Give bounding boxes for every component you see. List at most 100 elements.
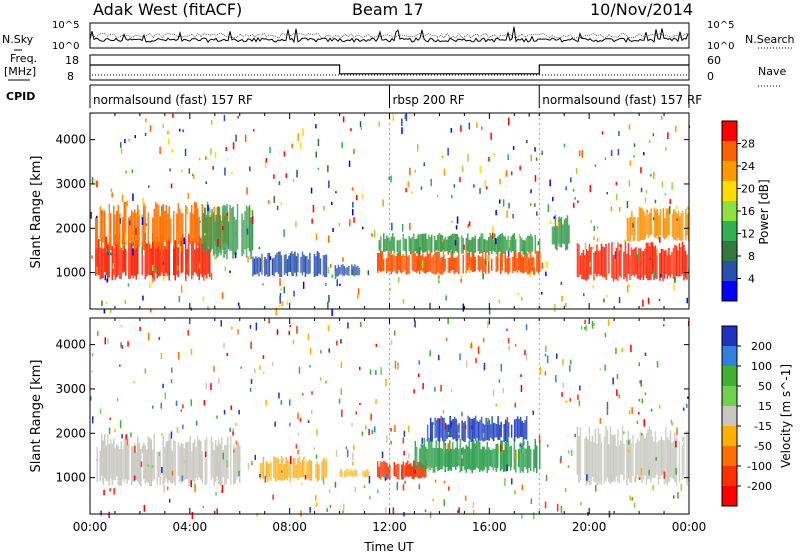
scatter-echo bbox=[389, 288, 391, 291]
data-streak bbox=[279, 464, 281, 481]
scatter-echo bbox=[669, 199, 671, 204]
data-streak bbox=[437, 418, 439, 442]
scatter-echo bbox=[402, 299, 405, 304]
data-streak bbox=[579, 255, 582, 275]
scatter-echo bbox=[544, 353, 547, 357]
data-streak bbox=[528, 445, 530, 468]
data-streak bbox=[223, 205, 225, 258]
scatter-echo bbox=[458, 507, 460, 514]
scatter-echo bbox=[259, 474, 261, 478]
data-streak bbox=[365, 470, 367, 478]
scatter-echo bbox=[584, 327, 586, 330]
data-streak bbox=[494, 423, 496, 438]
data-streak bbox=[237, 442, 239, 477]
data-streak bbox=[408, 255, 410, 274]
colorbar-swatch bbox=[722, 201, 737, 222]
data-streak bbox=[447, 424, 450, 438]
nave-tick-bottom: 0 bbox=[707, 70, 714, 83]
data-streak bbox=[345, 268, 347, 275]
data-streak bbox=[501, 440, 503, 470]
data-streak bbox=[638, 248, 640, 280]
data-streak bbox=[119, 234, 121, 279]
scatter-echo bbox=[125, 434, 127, 440]
scatter-echo bbox=[237, 116, 239, 119]
data-streak bbox=[623, 443, 625, 480]
data-streak bbox=[464, 421, 466, 442]
data-streak bbox=[516, 258, 518, 273]
scatter-echo bbox=[336, 279, 338, 287]
data-streak bbox=[192, 213, 194, 243]
data-streak bbox=[153, 240, 155, 282]
data-streak bbox=[197, 208, 199, 246]
data-streak bbox=[384, 461, 386, 480]
data-streak bbox=[489, 233, 491, 251]
data-streak bbox=[101, 210, 103, 250]
data-streak bbox=[680, 247, 682, 277]
scatter-echo bbox=[464, 495, 467, 501]
scatter-echo bbox=[418, 360, 420, 365]
data-streak bbox=[131, 242, 133, 276]
data-streak bbox=[489, 449, 491, 467]
scatter-echo bbox=[596, 226, 599, 229]
data-streak bbox=[653, 207, 656, 238]
scatter-echo bbox=[499, 236, 501, 244]
scatter-echo bbox=[525, 353, 528, 361]
scatter-echo bbox=[630, 344, 632, 353]
data-streak bbox=[636, 254, 639, 279]
scatter-echo bbox=[537, 241, 540, 246]
data-streak bbox=[301, 459, 304, 478]
scatter-echo bbox=[610, 206, 613, 212]
scatter-echo bbox=[614, 251, 617, 259]
data-streak bbox=[444, 442, 446, 473]
scatter-echo bbox=[205, 181, 207, 184]
data-streak bbox=[471, 237, 473, 253]
scatter-echo bbox=[520, 385, 523, 392]
scatter-echo bbox=[686, 268, 689, 275]
scatter-echo bbox=[99, 408, 102, 414]
data-streak bbox=[230, 208, 233, 251]
data-streak bbox=[368, 471, 370, 477]
scatter-echo bbox=[488, 449, 490, 455]
scatter-echo bbox=[170, 183, 173, 189]
data-streak bbox=[465, 238, 467, 251]
scatter-echo bbox=[110, 188, 113, 192]
scatter-echo bbox=[244, 134, 247, 142]
data-streak bbox=[245, 205, 248, 258]
scatter-echo bbox=[492, 389, 495, 396]
colorbar-swatch bbox=[722, 161, 737, 182]
colorbar-swatch bbox=[722, 181, 737, 202]
scatter-echo bbox=[199, 220, 201, 223]
scatter-echo bbox=[352, 461, 354, 466]
scatter-echo bbox=[475, 357, 477, 364]
scatter-echo bbox=[362, 226, 364, 230]
scatter-echo bbox=[443, 499, 445, 507]
data-streak bbox=[122, 233, 124, 273]
scatter-echo bbox=[361, 431, 364, 436]
scatter-echo bbox=[498, 379, 501, 383]
data-streak bbox=[588, 426, 591, 485]
scatter-echo bbox=[508, 251, 510, 257]
scatter-echo bbox=[640, 187, 643, 193]
scatter-echo bbox=[132, 193, 134, 201]
scatter-echo bbox=[618, 394, 620, 399]
data-streak bbox=[513, 438, 515, 470]
data-streak bbox=[426, 252, 428, 273]
data-streak bbox=[149, 437, 151, 486]
data-streak bbox=[474, 443, 476, 470]
scatter-echo bbox=[451, 220, 453, 223]
data-streak bbox=[300, 256, 302, 273]
scatter-echo bbox=[178, 295, 181, 302]
data-streak bbox=[419, 448, 421, 467]
scatter-echo bbox=[511, 478, 513, 485]
y-tick-label: 1000 bbox=[55, 266, 86, 280]
data-streak bbox=[671, 442, 673, 478]
data-streak bbox=[395, 464, 397, 478]
scatter-echo bbox=[138, 210, 140, 217]
data-streak bbox=[143, 442, 145, 479]
data-streak bbox=[631, 211, 633, 236]
data-streak bbox=[500, 252, 502, 275]
data-streak bbox=[134, 209, 136, 251]
scatter-echo bbox=[375, 399, 377, 404]
scatter-echo bbox=[352, 453, 354, 461]
scatter-echo bbox=[297, 449, 299, 455]
